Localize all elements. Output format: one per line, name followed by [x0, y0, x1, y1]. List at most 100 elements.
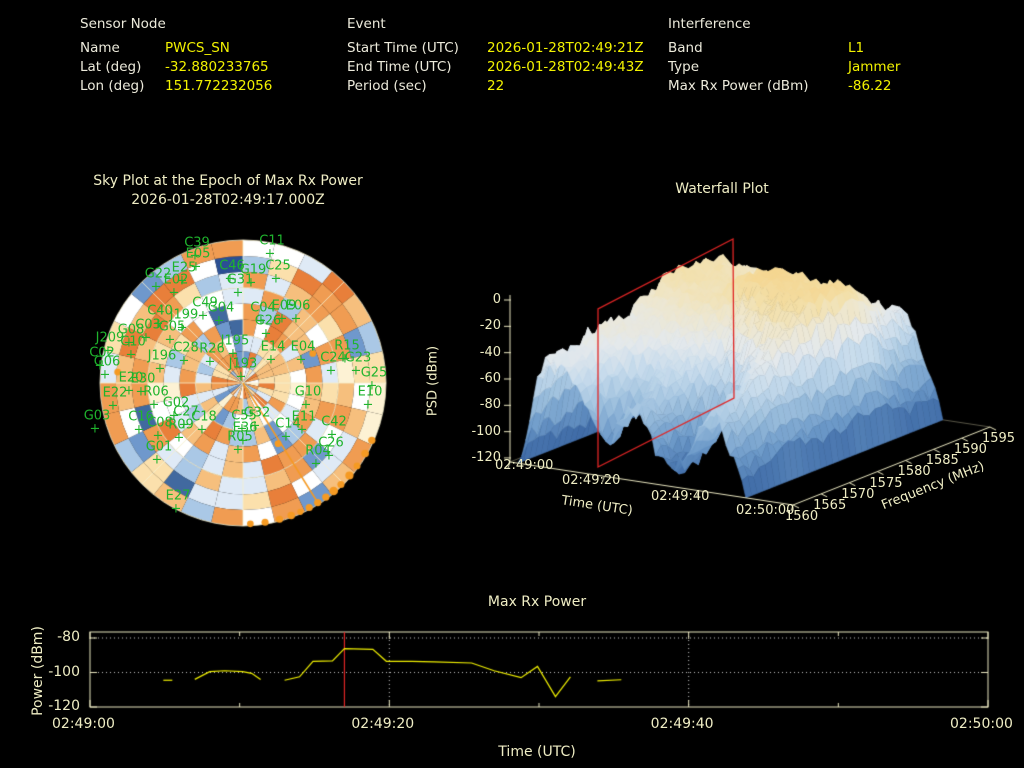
- frequency-tick-label: 1590: [953, 442, 987, 458]
- power-y-tick-label: -120: [48, 698, 80, 714]
- satellite-marker: +: [350, 363, 362, 379]
- satellite-marker: +: [204, 354, 216, 370]
- satellite-label: E02: [163, 272, 189, 288]
- sensor-lat-value: -32.880233765: [165, 59, 269, 75]
- satellite-label: R04: [305, 443, 331, 459]
- waterfall-title: Waterfall Plot: [675, 181, 769, 197]
- event-start-label: Start Time (UTC): [347, 40, 459, 56]
- satellite-marker: +: [224, 271, 236, 287]
- satellite-marker: +: [232, 285, 244, 301]
- satellite-marker: +: [236, 421, 248, 437]
- satellite-marker: +: [164, 332, 176, 348]
- satellite-marker: +: [260, 326, 272, 342]
- satellite-marker: +: [290, 311, 302, 327]
- satellite-label: C26: [318, 435, 344, 451]
- satellite-marker: +: [190, 259, 202, 275]
- satellite-marker: +: [152, 316, 164, 332]
- satellite-label: C39: [184, 235, 210, 251]
- frequency-tick-label: 1570: [841, 486, 875, 502]
- event-end-value: 2026-01-28T02:49:43Z: [487, 59, 644, 75]
- satellite-label: C11: [259, 233, 285, 249]
- satellite-label: C14: [275, 416, 301, 432]
- satellite-label: C24: [320, 350, 346, 366]
- satellite-label: R15: [334, 338, 360, 354]
- event-end-label: End Time (UTC): [347, 59, 452, 75]
- satellite-marker: +: [213, 313, 225, 329]
- satellite-label: C08: [147, 415, 173, 431]
- satellite-marker: +: [296, 422, 308, 438]
- satellite-label: R09: [168, 417, 194, 433]
- frequency-tick-label: 1560: [785, 509, 819, 524]
- satellite-label: C28: [173, 340, 199, 356]
- event-period-label: Period (sec): [347, 78, 427, 94]
- waterfall-time-tick-label: 02:50:00: [736, 503, 795, 518]
- psd-tick-label: -80: [479, 397, 501, 413]
- waterfall-time-tick-label: 02:49:00: [495, 458, 554, 473]
- satellite-marker: +: [265, 352, 277, 368]
- satellite-label: E22: [102, 385, 128, 401]
- satellite-marker: +: [295, 352, 307, 368]
- satellite-marker: +: [170, 501, 182, 517]
- satellite-marker: +: [249, 418, 261, 434]
- satellite-marker: +: [264, 246, 276, 262]
- satellite-marker: +: [168, 285, 180, 301]
- satellite-marker: +: [339, 351, 351, 367]
- satellite-marker: +: [176, 320, 188, 336]
- satellite-marker: +: [152, 428, 164, 444]
- power-plot: -80 -100 -120 02:49:00 02:49:20 02:49:40 02:50…: [0, 585, 1024, 768]
- satellite-label: J209: [95, 330, 125, 346]
- power-x-tick-label: 02:49:00: [52, 716, 115, 732]
- sensor-name-value: PWCS_SN: [165, 40, 230, 56]
- psd-tick-label: 0: [492, 292, 501, 307]
- satellite-marker: +: [150, 279, 162, 295]
- frequency-tick-label: 1595: [981, 431, 1016, 447]
- satellite-label: J195: [220, 333, 250, 349]
- satellite-marker: +: [310, 456, 322, 472]
- satellite-label: C55: [231, 408, 257, 424]
- satellite-marker: +: [255, 313, 267, 329]
- satellite-label: C49: [192, 295, 218, 311]
- satellite-marker: +: [323, 448, 335, 464]
- waterfall-time-tick-label: 02:49:20: [562, 473, 621, 488]
- satellite-label: G31: [226, 272, 254, 288]
- satellite-marker: +: [135, 384, 147, 400]
- psd-tick-label: -120: [471, 449, 501, 465]
- satellite-label: G23: [344, 350, 372, 366]
- satellite-label: G32: [243, 405, 271, 421]
- satellite-label: C02: [89, 345, 115, 361]
- sky-plot: C39 + C11 + E05 + C46 + G19 + C25 + G31 + E25 + E02 + G22 +…: [84, 233, 393, 533]
- power-canvas: [0, 585, 1024, 768]
- interference-band-label: Band: [668, 40, 703, 56]
- satellite-marker: +: [280, 429, 292, 445]
- satellite-marker: +: [326, 427, 338, 443]
- power-x-tick-label: 02:49:20: [351, 716, 415, 732]
- interference-band-value: L1: [848, 40, 865, 56]
- satellite-marker: +: [300, 397, 312, 413]
- power-y-tick-label: -80: [57, 629, 80, 645]
- satellite-label: C27: [173, 404, 199, 420]
- satellite-label: E14: [260, 339, 286, 355]
- frequency-tick-label: 1580: [897, 464, 931, 480]
- satellite-label: R06: [143, 384, 169, 400]
- waterfall-canvas: [415, 225, 1015, 525]
- interference-type-value: Jammer: [848, 59, 901, 75]
- satellite-label: G03: [83, 408, 111, 424]
- satellite-marker: +: [125, 347, 137, 363]
- satellite-marker: +: [154, 361, 166, 377]
- satellite-label: C16: [128, 409, 154, 425]
- satellite-label: E36: [232, 420, 258, 436]
- satellite-marker: +: [140, 330, 152, 346]
- satellite-label: E05: [185, 246, 211, 262]
- event-start-value: 2026-01-28T02:49:21Z: [487, 40, 644, 56]
- satellite-label: J193: [228, 356, 258, 372]
- satellite-marker: +: [227, 346, 239, 362]
- satellite-label: E25: [171, 260, 197, 276]
- satellite-marker: +: [362, 397, 374, 413]
- satellite-label: G19: [239, 262, 267, 278]
- satellite-marker: +: [235, 369, 247, 385]
- satellite-label: G08: [117, 322, 145, 338]
- satellite-marker: +: [168, 408, 180, 424]
- satellite-label: C40: [147, 303, 173, 319]
- waterfall-plot: PSD (dBm) Time (UTC) Frequency (MHz) 0 -2…: [415, 225, 1015, 525]
- power-x-tick-label: 02:50:00: [950, 716, 1013, 732]
